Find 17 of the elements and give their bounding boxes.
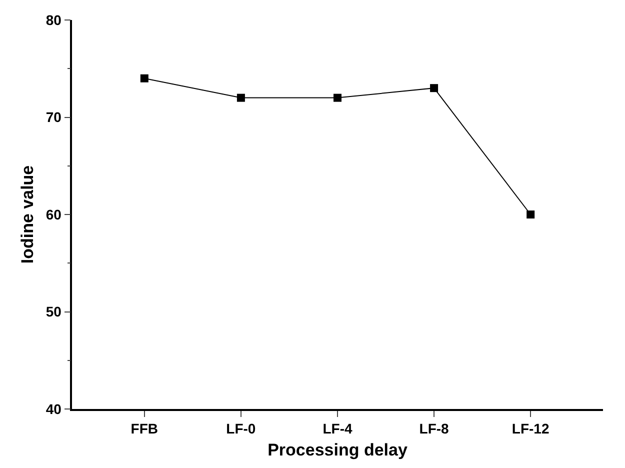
y-tick-label: 40 — [46, 400, 62, 417]
point — [334, 94, 342, 102]
point — [430, 84, 438, 92]
x-axis-title: Processing delay — [268, 440, 408, 460]
x-tick-label: LF-4 — [322, 420, 352, 437]
y-axis-title: Iodine value — [18, 165, 37, 264]
y-tick-label: 50 — [46, 304, 62, 320]
point — [526, 210, 535, 218]
point — [236, 94, 245, 102]
x-tick-label: LF-0 — [226, 420, 256, 437]
x-tick-label: LF-8 — [419, 420, 450, 437]
x-tick-label: LF-12 — [512, 420, 550, 437]
y-tick-label: 70 — [46, 109, 62, 126]
y-tick-label: 80 — [46, 12, 62, 28]
point — [140, 74, 148, 82]
x-tick-label: FFB — [130, 420, 158, 437]
y-tick-label: 60 — [46, 206, 62, 222]
